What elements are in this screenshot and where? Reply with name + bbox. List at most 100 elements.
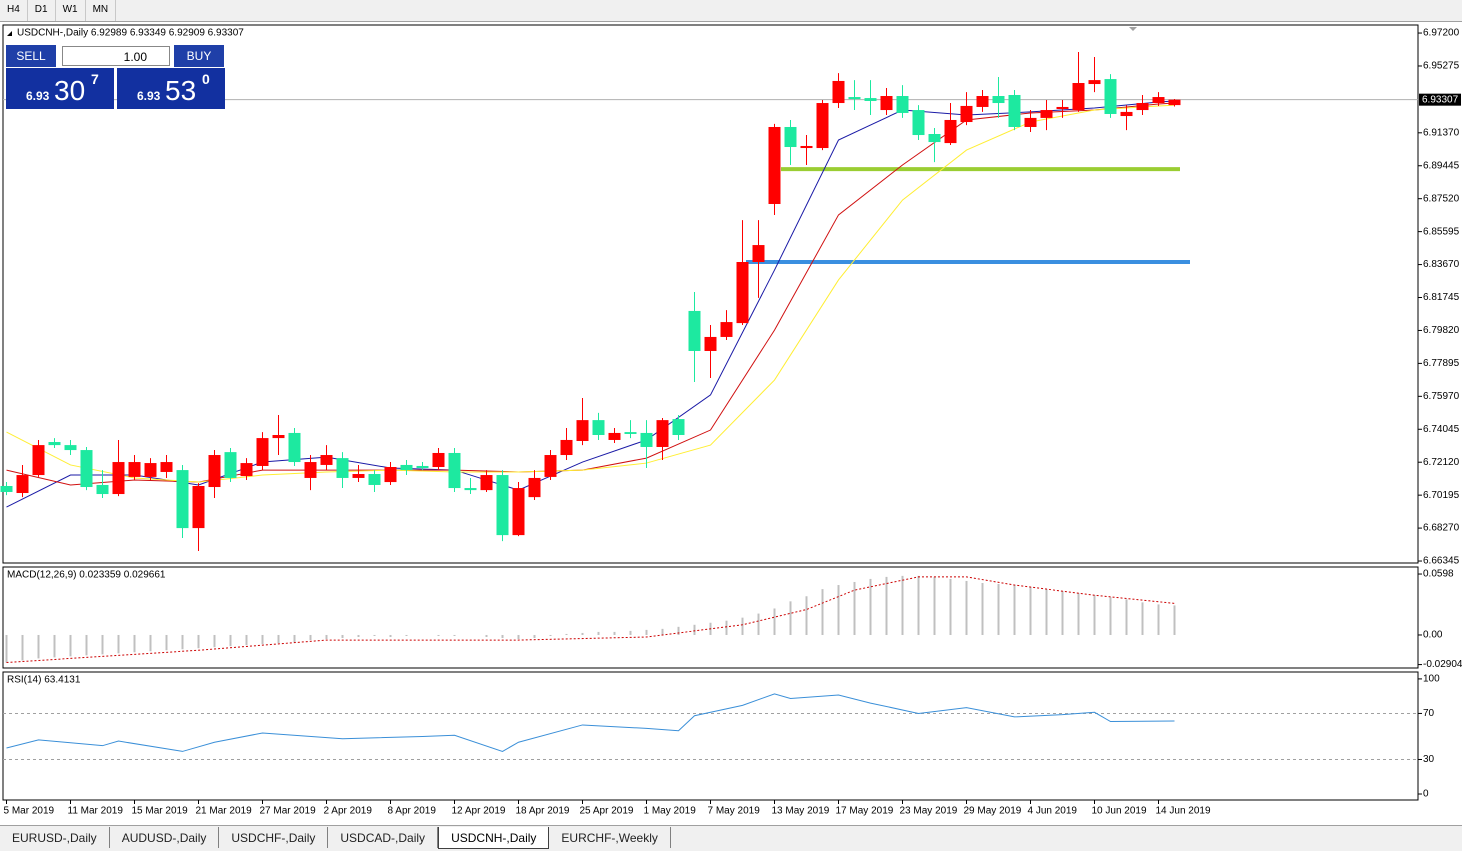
- y-tick-label: 6.74045: [1423, 424, 1460, 435]
- sell-button[interactable]: SELL: [6, 45, 56, 67]
- current-price-label: 6.93307: [1422, 94, 1459, 105]
- candle-body: [448, 452, 461, 489]
- y-tick-label: 6.87520: [1423, 193, 1460, 204]
- y-tick-label: 6.97200: [1423, 28, 1460, 39]
- candle-body: [800, 145, 813, 149]
- x-tick-label: 27 Mar 2019: [260, 806, 317, 817]
- candle-body: [400, 464, 413, 471]
- x-tick-label: 5 Mar 2019: [4, 806, 55, 817]
- y-tick-label: 6.85595: [1423, 226, 1460, 237]
- candle-body: [752, 245, 765, 263]
- one-click-trading: SELL 1.00 BUY 6.93 30 7 6.93 53 0: [6, 45, 225, 109]
- rsi-line: [6, 693, 1175, 752]
- y-tick-label: 6.77895: [1423, 358, 1460, 369]
- rsi-label: RSI(14) 63.4131: [7, 675, 81, 686]
- candle-body: [720, 322, 733, 337]
- y-tick-label: 6.66345: [1423, 556, 1460, 567]
- x-tick-label: 13 May 2019: [772, 806, 830, 817]
- candle-body: [576, 420, 589, 441]
- candle-body: [0, 485, 13, 492]
- candle-body: [256, 438, 269, 466]
- candle-body: [272, 435, 285, 439]
- candle-body: [320, 455, 333, 465]
- candle-body: [928, 134, 941, 143]
- candle-body: [656, 420, 669, 447]
- candle-body: [96, 484, 109, 495]
- timeframe-button[interactable]: D1: [28, 0, 56, 21]
- ask-quote[interactable]: 6.93 53 0: [117, 68, 225, 109]
- candle-body: [1040, 110, 1053, 118]
- x-tick-label: 2 Apr 2019: [324, 806, 373, 817]
- candle-body: [976, 96, 989, 107]
- x-tick-label: 29 May 2019: [964, 806, 1022, 817]
- candle-body: [992, 96, 1005, 104]
- candle-body: [832, 80, 845, 104]
- candle-body: [768, 126, 781, 204]
- candle-body: [816, 103, 829, 149]
- chart: USDCNH-,Daily 6.92989 6.93349 6.92909 6.…: [0, 24, 1462, 817]
- candle-body: [560, 439, 573, 456]
- candle-body: [176, 470, 189, 529]
- x-tick-label: 21 Mar 2019: [196, 806, 253, 817]
- y-tick-label: 6.81745: [1423, 292, 1460, 303]
- candle-body: [464, 488, 477, 491]
- timeframe-button[interactable]: W1: [56, 0, 86, 21]
- timeframe-button[interactable]: H4: [0, 0, 28, 21]
- buy-button[interactable]: BUY: [174, 45, 224, 67]
- candle-body: [736, 262, 749, 324]
- x-tick-label: 12 Apr 2019: [452, 806, 506, 817]
- ask-big: 6.93: [137, 89, 161, 103]
- rsi-tick-label: 70: [1423, 708, 1435, 719]
- chart-tab[interactable]: AUDUSD-,Daily: [110, 827, 220, 848]
- candle-body: [1072, 83, 1085, 111]
- lot-field[interactable]: 1.00: [62, 46, 170, 66]
- candle-body: [1136, 103, 1149, 111]
- y-tick-label: 6.95275: [1423, 61, 1460, 72]
- candle-body: [944, 119, 957, 144]
- chart-tab[interactable]: EURUSD-,Daily: [0, 827, 110, 848]
- candle-body: [624, 432, 637, 434]
- chart-tab[interactable]: USDCAD-,Daily: [328, 827, 439, 848]
- x-tick-label: 1 May 2019: [644, 806, 697, 817]
- candle-body: [512, 488, 525, 536]
- x-tick-label: 8 Apr 2019: [388, 806, 437, 817]
- macd-tick-label: 0.00: [1423, 630, 1443, 641]
- candle-body: [480, 475, 493, 491]
- chart-tab[interactable]: USDCNH-,Daily: [438, 827, 550, 849]
- candle-body: [688, 310, 701, 351]
- candle-body: [288, 432, 301, 463]
- x-tick-label: 17 May 2019: [836, 806, 894, 817]
- candle-body: [544, 455, 557, 477]
- chart-title: USDCNH-,Daily 6.92989 6.93349 6.92909 6.…: [17, 28, 244, 39]
- chart-tabs: EURUSD-,Daily AUDUSD-,Daily USDCHF-,Daily U…: [0, 825, 1462, 851]
- candle-body: [368, 474, 381, 485]
- candle-body: [352, 474, 365, 478]
- bid-fraction: 7: [91, 71, 99, 87]
- y-tick-label: 6.72120: [1423, 457, 1460, 468]
- candle-body: [1088, 80, 1101, 85]
- macd-signal: [6, 576, 1175, 663]
- candle-body: [48, 442, 61, 446]
- candle-body: [848, 97, 861, 100]
- candle-body: [80, 450, 93, 488]
- macd-panel: [2, 566, 1419, 669]
- x-tick-label: 7 May 2019: [708, 806, 761, 817]
- bid-quote[interactable]: 6.93 30 7: [6, 68, 114, 109]
- chart-tab[interactable]: USDCHF-,Daily: [219, 827, 329, 848]
- timeframe-button[interactable]: MN: [86, 0, 117, 21]
- candle-body: [672, 419, 685, 436]
- y-tick-label: 6.75970: [1423, 391, 1460, 402]
- rsi-tick-label: 0: [1423, 789, 1429, 800]
- rsi-tick-label: 100: [1423, 674, 1440, 685]
- candle-body: [592, 420, 605, 436]
- candle-body: [1120, 111, 1133, 117]
- x-tick-label: 10 Jun 2019: [1092, 806, 1147, 817]
- candle-body: [432, 452, 445, 468]
- main-panel: [2, 24, 1419, 564]
- candle-body: [336, 458, 349, 478]
- x-tick-label: 15 Mar 2019: [132, 806, 189, 817]
- chart-tab[interactable]: EURCHF-,Weekly: [549, 827, 671, 848]
- candle-body: [128, 462, 141, 477]
- candle-body: [912, 110, 925, 136]
